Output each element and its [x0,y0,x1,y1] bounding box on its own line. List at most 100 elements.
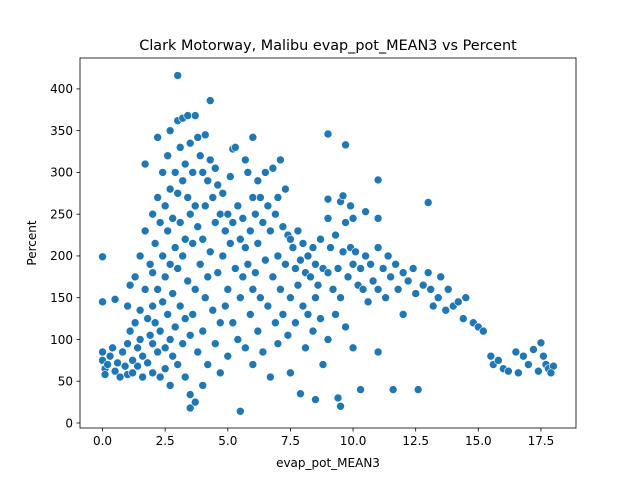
data-point [165,259,175,269]
data-point [143,358,152,368]
data-point [125,326,135,336]
data-point [426,285,436,294]
data-point [246,310,255,319]
data-point [356,264,365,273]
data-point [436,272,446,282]
data-point [268,163,278,173]
data-point [185,403,195,413]
data-point [238,214,248,223]
data-point [514,368,523,378]
data-point [188,168,198,177]
data-point [308,326,318,336]
data-point [173,360,182,369]
data-point [281,259,290,269]
data-point [98,297,107,307]
data-point [418,280,428,290]
data-point [494,356,503,365]
data-point [193,222,203,232]
data-point [373,243,383,252]
data-point [323,214,333,223]
data-point [143,314,152,323]
data-point [291,318,300,328]
x-axis-label: evap_pot_MEAN3 [276,456,380,470]
chart-title: Clark Motorway, Malibu evap_pot_MEAN3 vs… [139,38,517,54]
data-point [251,268,260,277]
data-point [178,339,188,348]
data-point [231,143,240,152]
data-point [341,322,350,332]
data-point [243,168,253,177]
data-point [203,176,213,186]
data-point [155,218,165,227]
data-point [153,193,162,202]
data-point [363,297,373,307]
data-point [338,191,348,201]
data-point [98,347,107,357]
data-point [539,351,548,361]
data-point [155,372,165,382]
data-point [266,226,275,236]
data-point [373,214,383,223]
data-point [133,343,142,353]
data-point [303,251,313,261]
data-point [133,361,142,371]
data-point [361,251,370,261]
data-point [228,218,238,227]
data-point [423,198,433,207]
data-point [296,255,305,265]
data-point [251,209,260,219]
data-point [198,168,208,177]
y-tick-label: 400 [50,82,73,96]
data-point [148,209,157,219]
data-point [183,193,193,202]
y-tick-label: 300 [50,166,73,180]
data-point [155,326,165,336]
data-point [383,251,393,261]
data-point [190,111,200,120]
data-point [348,343,358,353]
data-point [150,239,160,248]
data-point [175,218,185,227]
data-point [168,351,177,361]
data-point [413,385,423,394]
data-point [263,301,273,311]
data-point [236,234,245,244]
data-point [135,305,145,315]
data-point [378,264,388,273]
data-point [153,285,162,294]
data-point [175,301,185,311]
data-point [256,193,265,202]
data-point [148,368,157,378]
data-point [198,234,208,244]
data-point [226,239,235,248]
data-point [388,385,398,394]
data-point [185,138,195,148]
data-point [120,361,130,371]
data-point [205,247,215,257]
y-tick-label: 350 [50,124,73,138]
data-point [381,293,390,303]
data-point [248,133,258,142]
data-point [373,175,383,185]
data-point [105,351,115,361]
data-point [534,366,543,376]
data-point [168,214,177,223]
data-point [165,184,175,194]
data-point [386,272,395,282]
data-point [145,259,155,269]
data-point [358,285,368,294]
x-tick-label: 17.5 [528,434,555,448]
data-point [203,360,213,369]
data-point [241,243,250,252]
data-point [123,339,132,348]
data-point [158,297,167,307]
data-point [373,347,383,357]
y-tick-label: 100 [50,333,73,347]
data-point [228,318,238,328]
data-point [461,293,471,303]
data-point [193,347,203,357]
y-tick-label: 250 [50,207,73,221]
data-point [170,243,180,252]
data-point [346,201,355,211]
